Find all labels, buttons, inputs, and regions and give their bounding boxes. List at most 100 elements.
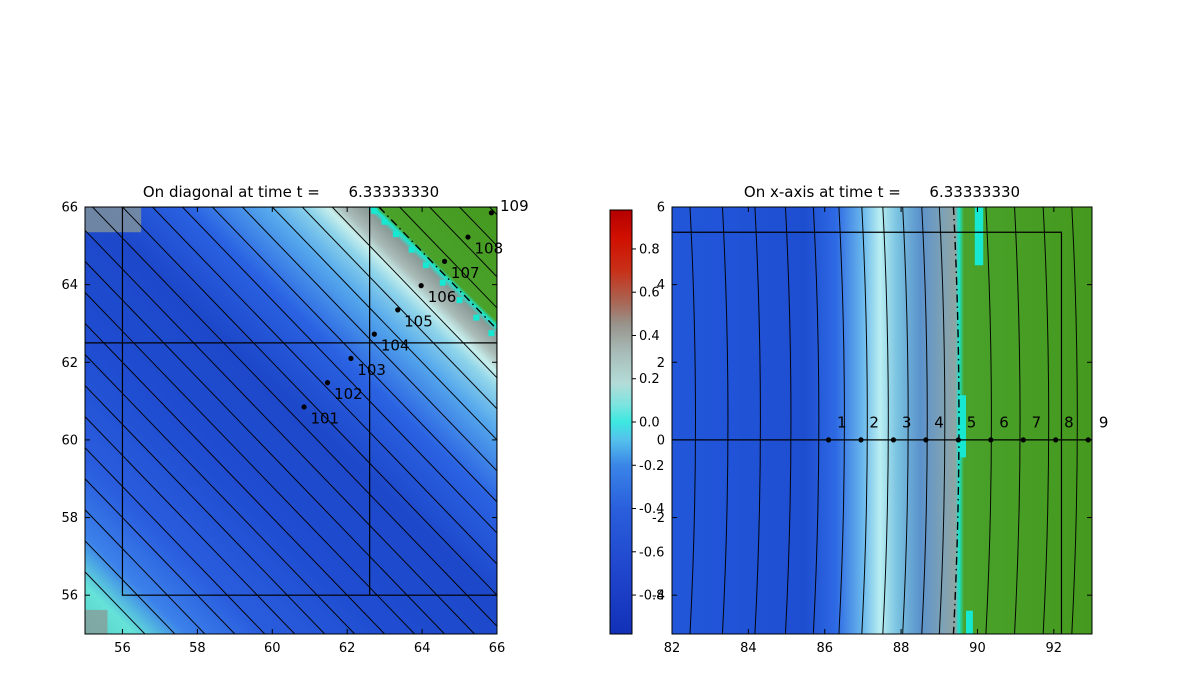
left-point xyxy=(301,404,307,410)
right-point xyxy=(1020,437,1026,443)
right-contour-line xyxy=(882,207,889,634)
right-y-tick-label: 0 xyxy=(657,433,665,448)
left-contour-line xyxy=(331,207,497,379)
right-point xyxy=(955,437,961,443)
left-point xyxy=(371,331,377,337)
right-markers: 1 2 3 4 5 6 7 8 9 xyxy=(825,413,1109,443)
left-point-label: 106 xyxy=(428,288,457,306)
right-point xyxy=(890,437,897,443)
left-contour-line xyxy=(85,509,206,634)
colorbar-tick-label: -0.8 xyxy=(639,589,664,604)
interface-artifact xyxy=(408,246,415,253)
left-contour-line xyxy=(399,207,497,309)
right-contour-line xyxy=(902,207,909,634)
right-heatmap-field xyxy=(672,207,1092,634)
left-contour-line xyxy=(92,207,497,627)
right-point xyxy=(858,437,864,443)
left-contour-line xyxy=(301,207,497,410)
right-y-tick-label: 6 xyxy=(657,201,665,216)
left-y-tick-label: 58 xyxy=(61,511,78,526)
colorbar-tick-label: 0.0 xyxy=(639,416,660,431)
right-contour-line xyxy=(812,207,820,634)
left-contour-line xyxy=(489,207,497,216)
right-contour-line xyxy=(784,207,792,634)
right-y-tick-label: 4 xyxy=(657,278,665,293)
interface-artifact xyxy=(439,279,446,286)
interface-artifact xyxy=(473,314,480,321)
right-y-tick-label: -4 xyxy=(652,589,665,604)
left-contour-line xyxy=(211,207,497,503)
interface-artifact xyxy=(488,330,495,337)
right-contour-line xyxy=(1042,207,1050,634)
left-y-tick-label: 56 xyxy=(61,589,78,604)
right-contour-line xyxy=(689,207,696,634)
left-axes: 56 58 60 62 64 66 56 58 60 62 64 66 xyxy=(61,201,505,657)
colorbar-tick-label: 0.4 xyxy=(639,329,660,344)
left-markers: 101 102 103 104 105 106 107 108 109 xyxy=(301,197,529,428)
left-plot-title: On diagonal at time t = 6.33333330 xyxy=(142,183,440,201)
right-frame xyxy=(671,206,1093,635)
right-x-tick-label: 90 xyxy=(969,641,986,656)
left-heatmap-field xyxy=(85,207,497,634)
left-frame xyxy=(84,206,498,635)
colorbar-tick-label: 0.8 xyxy=(639,242,660,257)
left-contour-line xyxy=(85,354,356,634)
left-contour-line xyxy=(85,540,176,634)
right-contour-line xyxy=(838,207,845,634)
left-contour-line xyxy=(85,323,385,634)
left-contour-line xyxy=(429,207,497,278)
right-point-label: 7 xyxy=(1032,413,1042,431)
left-contour-line xyxy=(85,447,266,634)
left-point xyxy=(488,210,494,216)
interface-artifact xyxy=(392,231,399,238)
right-point-label: 8 xyxy=(1064,413,1074,431)
left-x-tick-label: 64 xyxy=(414,641,431,656)
right-contour-line xyxy=(754,207,761,634)
left-y-tick-label: 62 xyxy=(61,356,78,371)
right-point-label: 3 xyxy=(902,413,912,431)
right-plot-title: On x-axis at time t = 6.33333330 xyxy=(743,183,1021,201)
right-y-tick-label: 2 xyxy=(657,356,665,371)
interface-artifact xyxy=(456,297,463,304)
right-point xyxy=(1053,437,1059,443)
colorbar xyxy=(610,210,632,634)
left-point xyxy=(441,258,448,264)
right-y-tick-label: -2 xyxy=(652,511,665,526)
colorbar-tick-label: -0.2 xyxy=(639,459,664,474)
interface-artifact xyxy=(371,207,378,214)
left-interface-line xyxy=(378,207,497,330)
right-point-label: 9 xyxy=(1099,413,1109,431)
left-y-tick-label: 60 xyxy=(61,433,78,448)
left-point-label: 109 xyxy=(500,197,529,215)
right-x-tick-label: 88 xyxy=(893,641,910,656)
right-contour-line xyxy=(921,207,928,634)
pixelation-patch xyxy=(85,609,108,634)
left-contour-line xyxy=(85,229,475,634)
left-x-tick-label: 62 xyxy=(339,641,356,656)
right-contour-line xyxy=(938,207,946,634)
interface-artifact xyxy=(974,207,984,266)
colorbar-tick-label: 0.2 xyxy=(639,372,660,387)
left-contour-line xyxy=(271,207,497,441)
left-point-label: 101 xyxy=(310,410,339,428)
left-contour-line xyxy=(85,292,415,634)
left-point xyxy=(395,307,401,313)
right-x-tick-label: 82 xyxy=(664,641,681,656)
left-contour-line xyxy=(122,207,497,596)
left-point-label: 108 xyxy=(475,240,504,258)
left-contour-line xyxy=(85,260,445,634)
left-x-tick-label: 66 xyxy=(489,641,506,656)
left-contour-line xyxy=(85,478,236,634)
right-x-tick-label: 86 xyxy=(816,641,833,656)
left-y-tick-label: 66 xyxy=(61,201,78,216)
right-point xyxy=(988,437,994,443)
left-contour-line xyxy=(85,571,146,634)
right-domain-box xyxy=(672,231,1063,634)
right-contour-line xyxy=(861,207,868,634)
right-interface-line xyxy=(952,207,960,634)
right-x-tick-label: 92 xyxy=(1046,641,1063,656)
colorbar-tick-label: -0.4 xyxy=(639,502,664,517)
